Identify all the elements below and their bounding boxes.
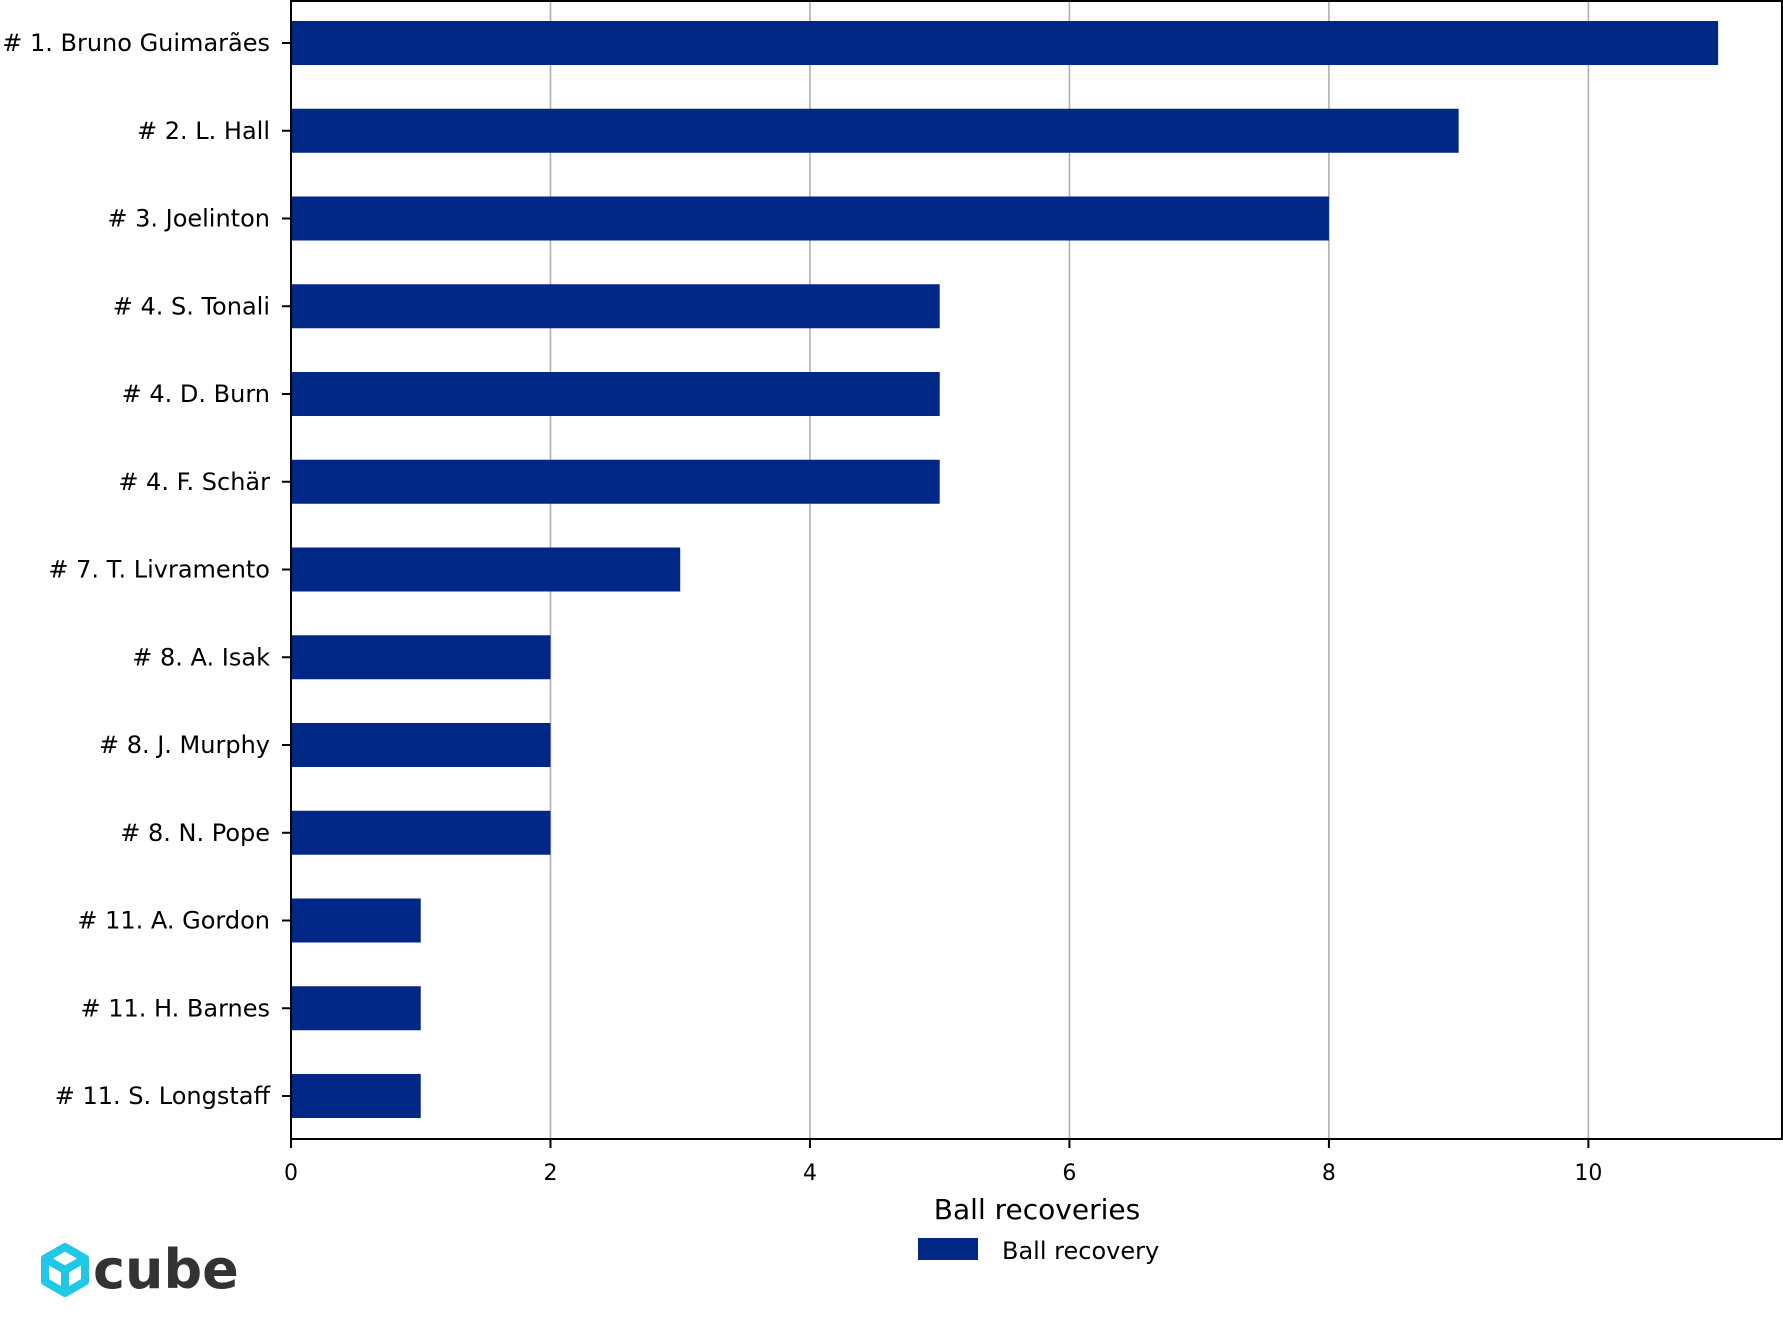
y-tick-label: # 2. L. Hall: [137, 117, 270, 145]
x-tick-label: 0: [284, 1161, 298, 1186]
y-tick-label: # 1. Bruno Guimarães: [2, 29, 270, 57]
y-tick-label: # 4. D. Burn: [122, 380, 270, 408]
bar-1: [291, 21, 1719, 65]
y-tick-label: # 3. Joelinton: [107, 205, 270, 233]
bar-13: [291, 1074, 421, 1118]
x-tick-labels: 0 2 4 6 8 10: [284, 1139, 1602, 1186]
y-tick-labels: # 1. Bruno Guimarães # 2. L. Hall # 3. Joe…: [2, 29, 291, 1110]
y-tick-label: # 7. T. Livramento: [48, 556, 270, 584]
y-tick-label: # 4. S. Tonali: [113, 292, 270, 320]
bar-2: [291, 108, 1459, 153]
cube-logo-icon: [41, 1243, 89, 1297]
y-tick-label: # 11. S. Longstaff: [55, 1082, 271, 1110]
y-tick-label: # 8. A. Isak: [132, 643, 270, 671]
bar-11: [291, 898, 421, 943]
bar-10: [291, 810, 551, 855]
y-tick-label: # 8. J. Murphy: [99, 731, 270, 759]
bar-4: [291, 284, 940, 329]
cube-logo: cube: [41, 1238, 239, 1301]
bar-3: [291, 196, 1329, 241]
x-tick-label: 4: [803, 1161, 817, 1186]
x-tick-label: 6: [1062, 1161, 1076, 1186]
y-tick-label: # 8. N. Pope: [120, 819, 270, 847]
bar-7: [291, 547, 681, 592]
bars: [291, 21, 1719, 1118]
y-tick-label: # 11. H. Barnes: [80, 994, 270, 1022]
y-tick-label: # 4. F. Schär: [118, 468, 270, 496]
bar-5: [291, 372, 940, 416]
logo-text: cube: [93, 1238, 239, 1301]
legend: Ball recovery: [918, 1237, 1159, 1265]
grid-lines: [549, 0, 1590, 1139]
legend-swatch: [918, 1238, 978, 1260]
x-tick-label: 2: [543, 1161, 557, 1186]
legend-label: Ball recovery: [1002, 1237, 1159, 1265]
y-tick-label: # 11. A. Gordon: [77, 907, 270, 935]
x-axis-title: Ball recoveries: [934, 1193, 1140, 1226]
bar-6: [291, 459, 940, 504]
x-tick-label: 10: [1574, 1161, 1602, 1186]
bar-12: [291, 986, 421, 1031]
bar-9: [291, 723, 551, 767]
bar-8: [291, 635, 551, 680]
x-tick-label: 8: [1322, 1161, 1336, 1186]
